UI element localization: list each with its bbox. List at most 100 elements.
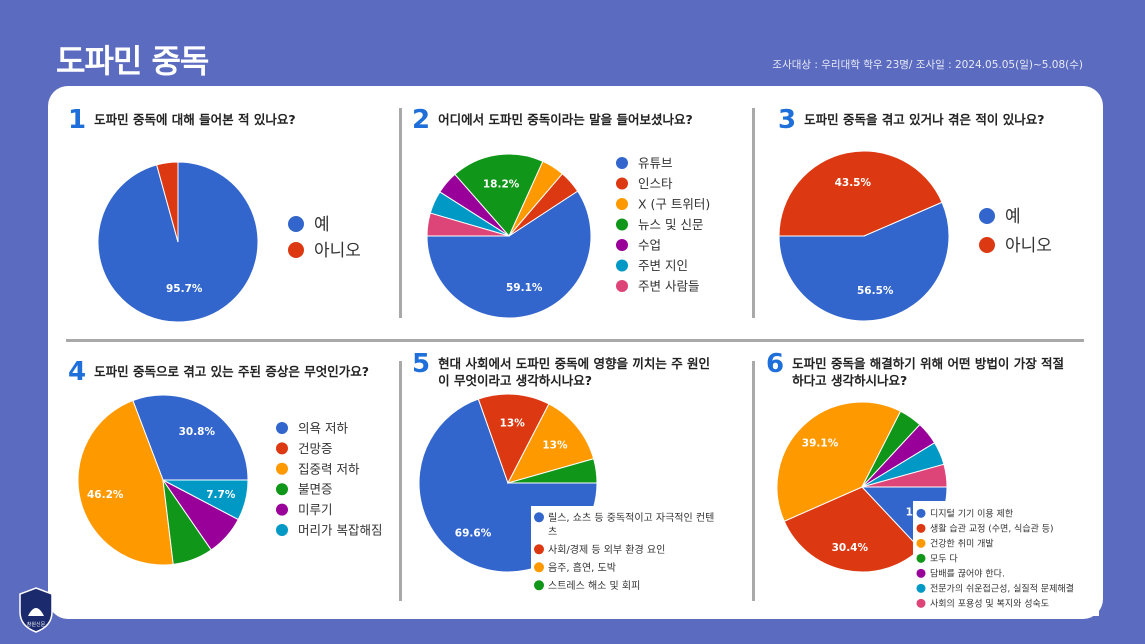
q3-heading: 3 도파민 중독을 겪고 있거나 겪은 적이 있나요? (778, 106, 1098, 134)
q2-heading: 2 어디에서 도파민 중독이라는 말을 들어보셨나요? (412, 106, 742, 134)
column-divider-1 (399, 108, 402, 318)
q6-legend-label-3: 모두 다 (930, 554, 958, 565)
q3-slice-0 (778, 201, 950, 322)
q1-legend-swatch-0 (288, 216, 304, 232)
q2-legend-swatch-0 (616, 157, 628, 169)
q4-title: 도파민 중독으로 겪고 있는 주된 증상은 무엇인가요? (94, 364, 369, 379)
q2-legend-label-5: 주변 지인 (638, 258, 688, 273)
q6-legend-swatch-3 (916, 553, 926, 563)
q5-legend-label-2: 음주, 흡연, 도박 (548, 561, 616, 574)
q5-heading: 5 현대 사회에서 도파민 중독에 영향을 끼치는 주 원인이 무엇이라고 생각… (412, 350, 712, 389)
q5-legend-label-0: 릴스, 쇼츠 등 중독적이고 자극적인 컨텐 츠 (548, 511, 714, 538)
q2-legend-label-6: 주변 사람들 (638, 279, 699, 294)
q4-legend-swatch-3 (276, 483, 288, 496)
q4-slice-5 (162, 479, 249, 521)
q4-legend-label-3: 불면증 (298, 482, 333, 497)
q4-data-label-0: 30.8% (179, 426, 216, 438)
q4-legend-swatch-4 (276, 503, 288, 516)
q1-number: 1 (68, 105, 87, 135)
q4-legend-label-2: 집중력 저하 (298, 461, 360, 476)
q4-legend-swatch-0 (276, 422, 288, 434)
q2-legend-swatch-2 (616, 198, 628, 210)
q5-slice-3 (507, 458, 598, 484)
q5-title: 현대 사회에서 도파민 중독에 영향을 끼치는 주 원인이 무엇이라고 생각하시… (438, 356, 711, 388)
q2-legend-swatch-3 (616, 218, 628, 231)
q6-legend-box (913, 501, 1099, 616)
q2-legend-swatch-4 (616, 239, 628, 251)
q6-legend-label-2: 건강한 취미 개발 (930, 539, 994, 550)
q3-legend-label-1: 아니오 (1005, 236, 1052, 256)
q5-number: 5 (412, 349, 431, 379)
q1-legend-label-0: 예 (314, 215, 330, 235)
q2-slice-0 (426, 190, 592, 319)
q5-legend-swatch-2 (534, 562, 544, 573)
q5-slice-2 (507, 403, 595, 484)
q4-number: 4 (68, 357, 87, 387)
row-divider (66, 339, 1084, 342)
q6-slice-2 (776, 401, 902, 522)
page-title: 도파민 중독 (56, 42, 209, 80)
q2-legend-label-0: 유튜브 (638, 156, 673, 171)
q1-legend-swatch-1 (288, 242, 304, 258)
q6-legend-label-1: 생활 습관 교정 (수면, 식습관 등) (930, 523, 1054, 535)
q4-legend-label-4: 미루기 (298, 502, 333, 517)
q1-data-label-0: 95.7% (166, 283, 203, 295)
q6-data-label-1: 30.4% (832, 542, 869, 554)
q2-title: 어디에서 도파민 중독이라는 말을 들어보셨나요? (438, 112, 693, 127)
q2-slice-3 (454, 153, 544, 237)
newspaper-logo: 창원신문 (19, 587, 53, 633)
q5-legend-box (531, 506, 727, 598)
q1-heading: 1 도파민 중독에 대해 들어본 적 있나요? (68, 106, 388, 134)
q3-slice-1 (778, 150, 943, 237)
q6-heading: 6 도파민 중독을 해결하기 위해 어떤 방법이 가장 적절하다고 생각하시나요… (766, 350, 1066, 389)
q4-data-label-2: 46.2% (87, 489, 124, 501)
q2-data-label-3: 18.2% (483, 178, 520, 190)
q6-slice-1 (783, 486, 921, 573)
q2-legend-swatch-1 (616, 177, 628, 190)
q6-legend-label-0: 디지털 기기 이용 제한 (930, 508, 1013, 520)
q6-data-label-2: 39.1% (802, 438, 839, 450)
q5-legend-label-3: 스트레스 해소 및 회피 (548, 579, 640, 592)
q5-legend-swatch-3 (534, 580, 544, 591)
q6-slice-6 (861, 463, 948, 488)
q6-legend-label-4: 담배를 끊어야 한다. (930, 568, 1005, 580)
q3-legend-swatch-0 (979, 208, 995, 224)
q4-legend-label-0: 의욕 저하 (298, 421, 348, 436)
q2-slice-6 (426, 212, 510, 237)
q3-legend-swatch-1 (979, 237, 995, 253)
q6-legend-label-5: 전문가의 쉬운접근성, 실질적 문제해결 (930, 583, 1074, 595)
q4-data-label-5: 7.7% (206, 489, 236, 501)
q1-title: 도파민 중독에 대해 들어본 적 있나요? (94, 112, 296, 127)
q6-legend-swatch-1 (916, 523, 926, 533)
q6-legend-swatch-5 (916, 583, 926, 593)
q3-data-label-0: 56.5% (857, 285, 894, 297)
q6-title: 도파민 중독을 해결하기 위해 어떤 방법이 가장 적절하다고 생각하시나요? (792, 356, 1065, 388)
q2-legend-label-2: X (구 트위터) (638, 197, 710, 212)
q5-legend-swatch-0 (534, 512, 544, 523)
q3-number: 3 (778, 105, 797, 135)
column-divider-4 (752, 361, 755, 601)
q4-legend-swatch-1 (276, 442, 288, 455)
q6-number: 6 (766, 349, 785, 379)
q2-legend-label-1: 인스타 (638, 176, 673, 191)
q2-data-label-0: 59.1% (506, 282, 543, 294)
q6-legend-swatch-6 (916, 598, 926, 608)
q3-data-label-1: 43.5% (835, 177, 872, 189)
q3-title: 도파민 중독을 겪고 있거나 겪은 적이 있나요? (804, 112, 1045, 127)
q4-slice-0 (132, 394, 249, 481)
q6-legend-swatch-2 (916, 538, 926, 548)
q2-legend-swatch-5 (616, 259, 628, 272)
q5-legend-swatch-1 (534, 544, 544, 555)
q5-data-label-2: 13% (542, 440, 568, 452)
q2-legend-label-4: 수업 (638, 238, 661, 253)
q5-legend-label-1: 사회/경제 등 외부 환경 요인 (548, 543, 665, 556)
q5-data-label-0: 69.6% (455, 527, 492, 539)
q2-legend-swatch-6 (616, 280, 628, 292)
q5-slice-1 (477, 393, 550, 485)
q6-legend-label-6: 사회의 포용성 및 복지와 성숙도 (930, 598, 1049, 610)
q4-legend-swatch-2 (276, 462, 288, 475)
column-divider-2 (752, 108, 755, 318)
q4-slice-2 (77, 399, 174, 566)
q4-legend-swatch-5 (276, 524, 288, 536)
